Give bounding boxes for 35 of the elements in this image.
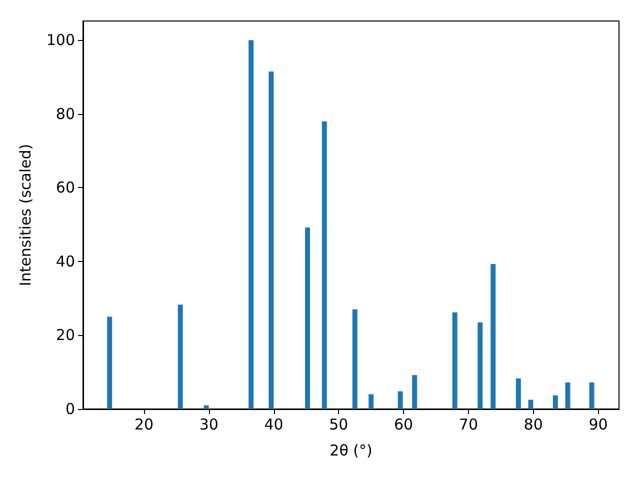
bar [452,312,458,409]
y-tick-label: 40 [56,252,75,270]
y-axis-title: Intensities (scaled) [16,144,34,286]
y-tick-label: 80 [56,104,75,123]
x-tick-label: 40 [264,416,284,434]
bar [528,400,534,409]
y-tick-label: 0 [65,400,75,418]
bar [565,382,570,409]
bar [368,394,374,409]
y-tick-label: 20 [56,326,75,344]
x-tick-label: 80 [524,416,543,434]
bar [478,322,483,409]
x-tick-label: 50 [329,416,348,434]
bar [398,391,403,409]
bar [204,405,209,409]
bar [412,375,418,409]
bar [248,40,254,409]
bar [305,228,310,409]
bar [516,378,521,409]
x-axis-title: 2θ (°) [330,442,372,460]
bar [352,309,358,409]
x-tick-label: 60 [394,416,414,434]
bar [178,304,183,409]
x-tick-label: 30 [199,416,218,434]
y-tick-label: 100 [46,31,75,50]
x-tick-label: 70 [458,416,478,434]
y-tick-label: 60 [56,178,75,197]
bar [589,382,594,409]
bar [268,72,274,409]
bar [552,395,558,409]
bar [107,316,112,409]
bar [490,264,496,409]
x-tick-label: 20 [134,416,154,434]
x-tick-label: 90 [588,416,608,434]
bar [322,121,327,409]
